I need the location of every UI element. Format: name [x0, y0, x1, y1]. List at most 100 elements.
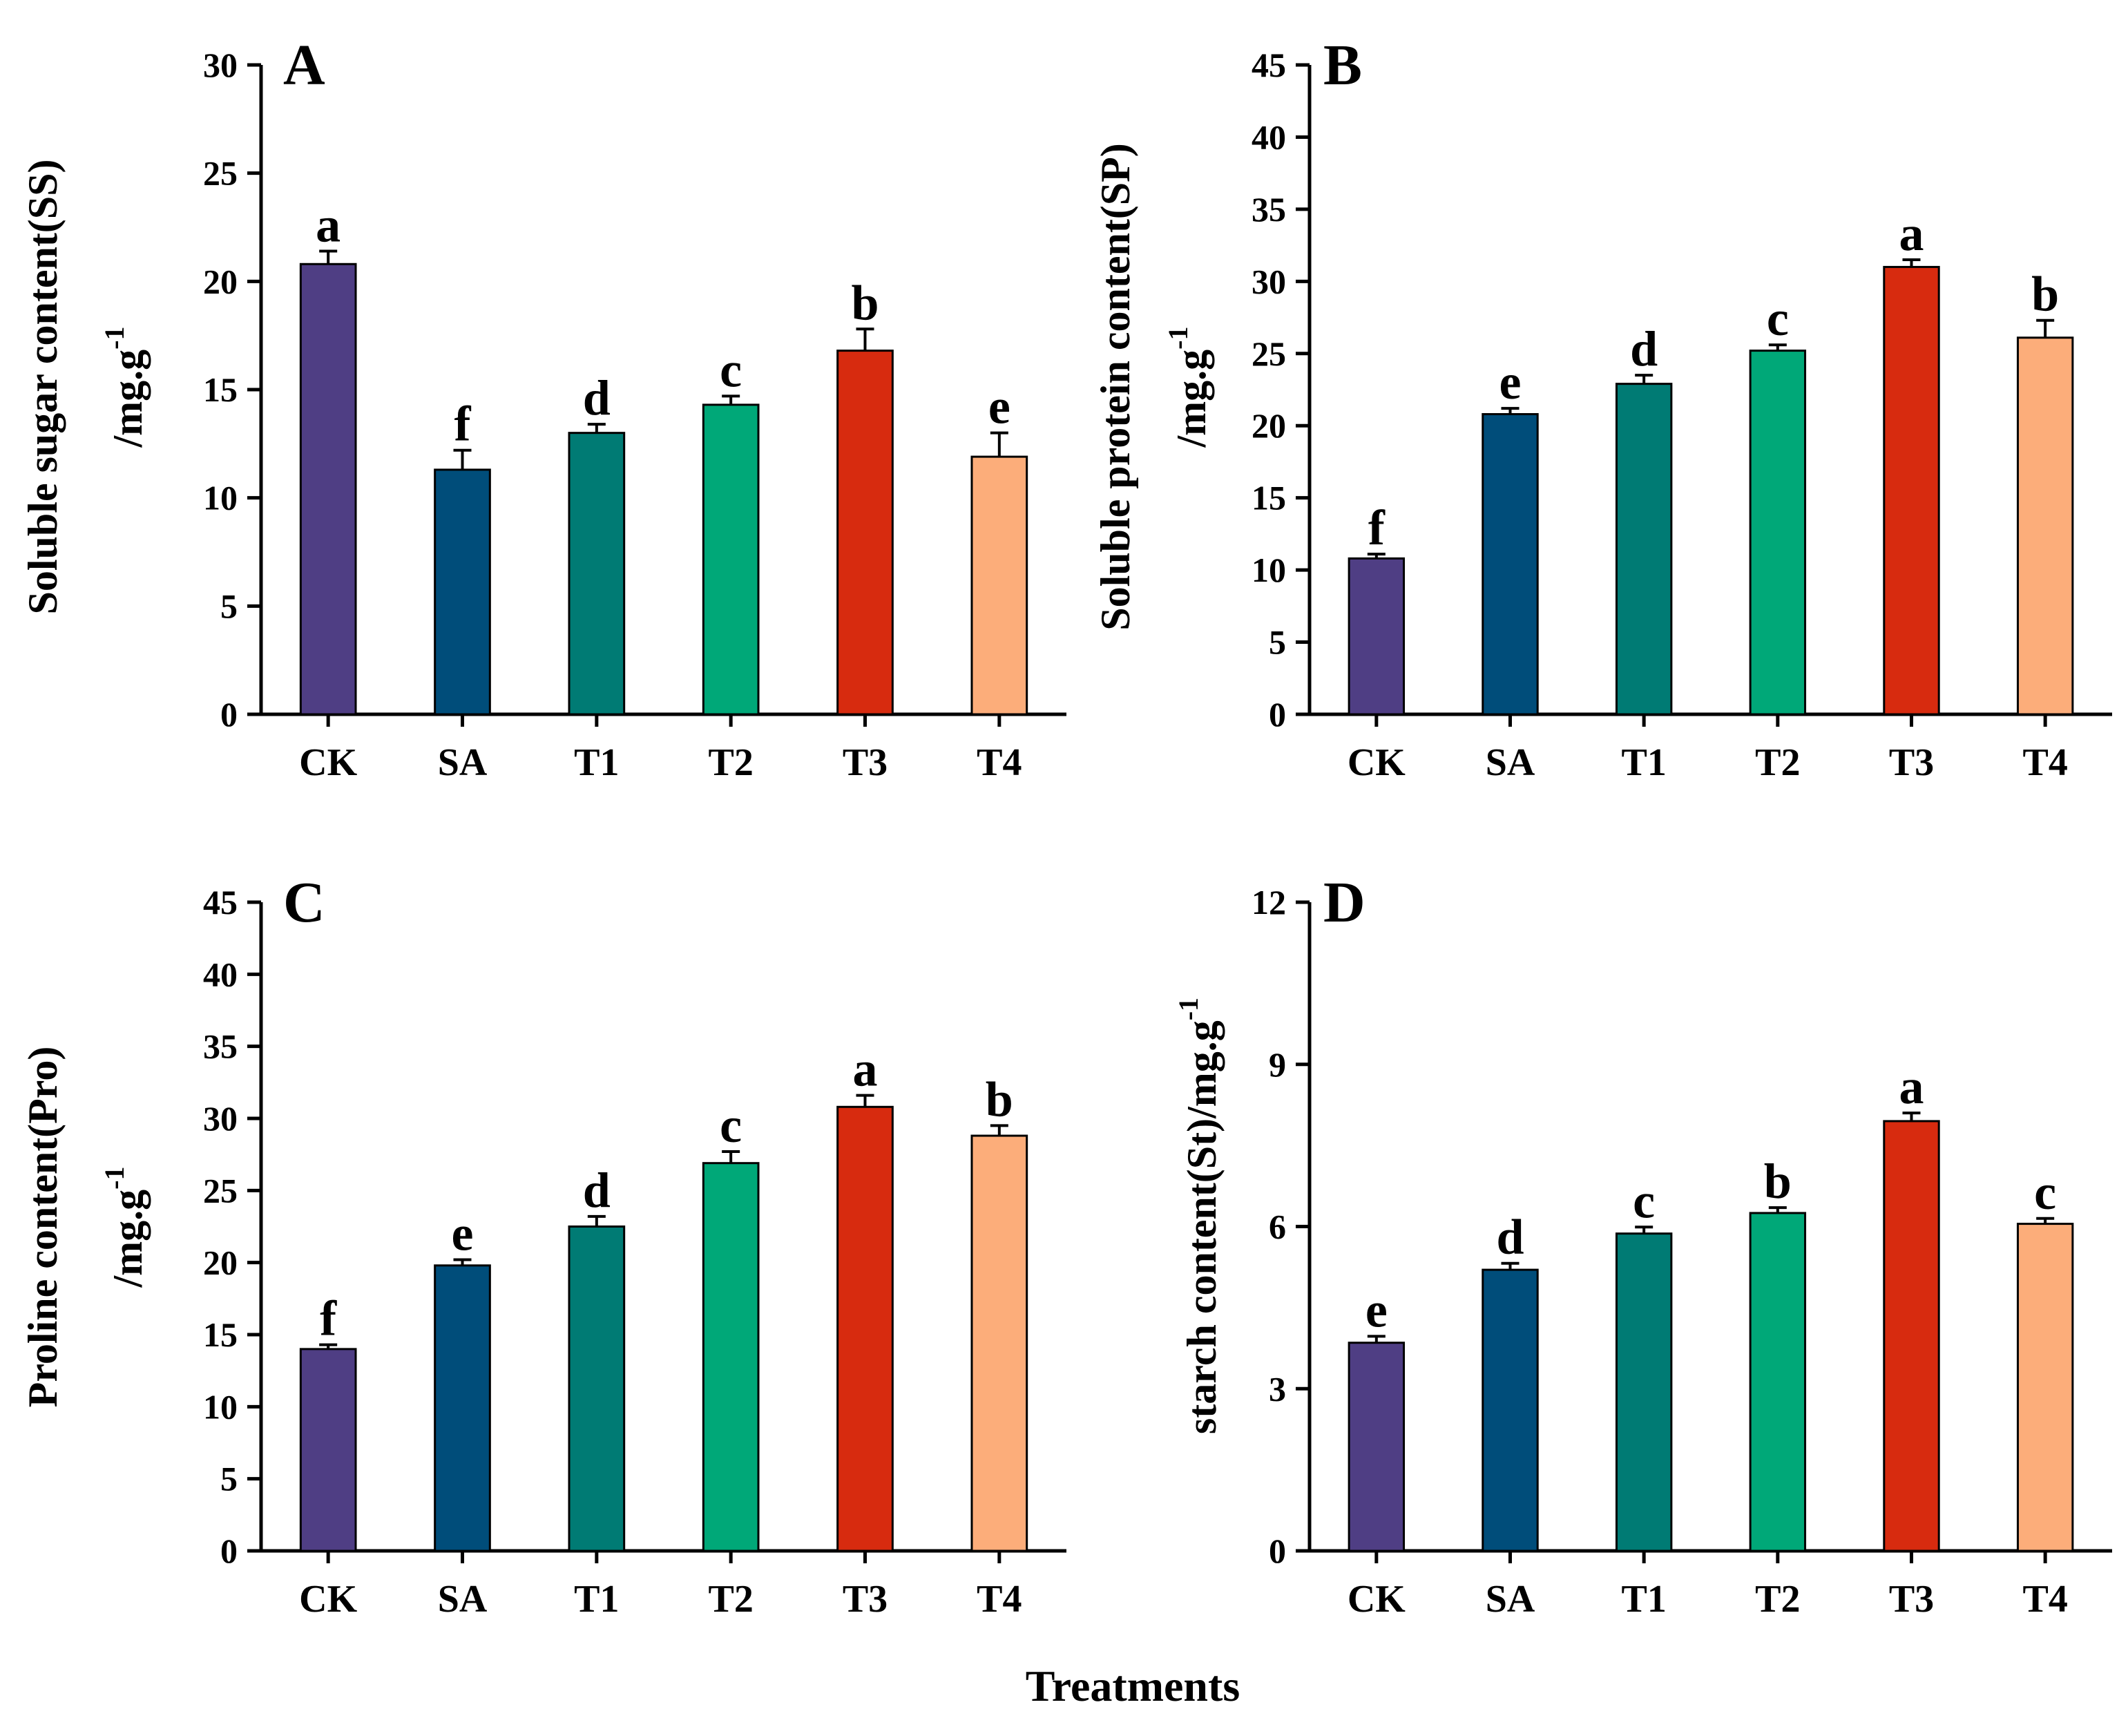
significance-label: c — [2034, 1165, 2056, 1220]
significance-label: c — [1633, 1173, 1655, 1228]
significance-label: a — [853, 1042, 878, 1097]
bar-a-sa — [434, 468, 491, 716]
y-axis-label-text: Soluble sugar content(SS) — [20, 159, 66, 614]
x-tick-label: SA — [1486, 741, 1535, 784]
bar-a-t2 — [702, 403, 760, 716]
y-tick-label: 12 — [1252, 883, 1286, 922]
x-tick-label: T1 — [1621, 1578, 1666, 1621]
y-tick-label: 35 — [1252, 190, 1286, 229]
bar-a-t3 — [836, 350, 894, 716]
y-axis-label: starch content(St)/mg.g-1 — [1173, 998, 1225, 1434]
x-axis-title: Treatments — [1026, 1661, 1240, 1710]
significance-label: b — [1764, 1154, 1792, 1209]
y-tick-label: 6 — [1269, 1208, 1286, 1246]
y-tick-label: 9 — [1269, 1045, 1286, 1084]
y-tick-label: 10 — [203, 479, 238, 517]
y-tick-label: 15 — [203, 1315, 238, 1354]
y-axis-label-text: starch content(St)/mg.g — [1179, 1020, 1225, 1434]
x-tick-label: CK — [1348, 741, 1406, 784]
y-axis-unit-label: /mg.g-1 — [99, 1167, 151, 1288]
panel-letter: B — [1323, 33, 1362, 97]
x-tick-label: T2 — [708, 741, 753, 784]
y-tick-label: 25 — [203, 154, 238, 193]
bar-b-t2 — [1749, 350, 1807, 716]
y-tick-label: 30 — [203, 1099, 238, 1138]
significance-label: d — [583, 1163, 611, 1218]
y-axis-unit-text: /mg.g — [1169, 350, 1214, 448]
bar-b-t3 — [1883, 265, 1940, 716]
x-tick-label: T1 — [574, 741, 619, 784]
bar-d-t3 — [1883, 1120, 1940, 1552]
significance-label: f — [1368, 500, 1386, 555]
x-tick-label: T3 — [843, 741, 888, 784]
significance-label: b — [2031, 267, 2059, 322]
x-tick-label: T4 — [2022, 741, 2067, 784]
y-tick-label: 3 — [1269, 1369, 1286, 1408]
y-tick-label: 15 — [1252, 479, 1286, 517]
y-tick-label: 0 — [220, 1532, 238, 1570]
y-tick-label: 20 — [1252, 406, 1286, 445]
panel-a: 0 5 10 15 20 25 30 a CK f SA d T1 c T2 b T3 e T4 A Soluble s… — [20, 33, 1066, 784]
x-tick-label: CK — [299, 1578, 357, 1621]
y-axis-label: Soluble sugar content(SS) — [20, 159, 66, 614]
bar-a-t1 — [568, 432, 626, 716]
bar-d-sa — [1482, 1268, 1539, 1552]
bar-c-t1 — [568, 1225, 626, 1552]
y-axis-label-superscript: -1 — [99, 327, 130, 350]
y-tick-label: 30 — [203, 46, 238, 84]
bar-a-t4 — [970, 455, 1028, 716]
x-tick-label: T4 — [2022, 1578, 2067, 1621]
significance-label: f — [320, 1291, 337, 1346]
significance-label: e — [1365, 1282, 1388, 1337]
y-tick-label: 30 — [1252, 262, 1286, 301]
significance-label: c — [720, 1098, 742, 1153]
x-tick-label: T3 — [843, 1578, 888, 1621]
bar-d-t4 — [2016, 1223, 2074, 1552]
significance-label: d — [1630, 321, 1658, 376]
y-tick-label: 0 — [220, 695, 238, 734]
significance-label: b — [851, 275, 879, 330]
x-tick-label: T1 — [574, 1578, 619, 1621]
bar-c-t2 — [702, 1162, 760, 1552]
y-axis-label-superscript: -1 — [1162, 327, 1194, 350]
x-tick-label: SA — [438, 1578, 488, 1621]
significance-label: a — [1899, 1059, 1924, 1114]
y-tick-label: 40 — [1252, 117, 1286, 156]
x-tick-label: T3 — [1889, 741, 1934, 784]
panel-b: 0 5 10 15 20 25 30 35 40 45 f CK e SA d T1 c T2 a T3 b T4 B Sol… — [1093, 33, 2112, 784]
panel-letter: C — [283, 870, 325, 935]
x-tick-label: CK — [299, 741, 357, 784]
x-tick-label: T1 — [1621, 741, 1666, 784]
y-axis-label: Soluble protein content(SP) — [1093, 143, 1138, 631]
y-tick-label: 0 — [1269, 695, 1286, 734]
y-axis-label-text: Soluble protein content(SP) — [1093, 143, 1138, 631]
y-axis-label-text: Proline content(Pro) — [20, 1047, 66, 1408]
bar-a-ck — [299, 263, 357, 716]
bar-c-t4 — [970, 1134, 1028, 1552]
significance-label: f — [454, 397, 472, 452]
x-tick-label: T4 — [977, 741, 1022, 784]
y-tick-label: 20 — [203, 1243, 238, 1282]
panel-c: 0 5 10 15 20 25 30 35 40 45 f CK e SA d T1 c T2 a T3 b T4 C Pro… — [20, 870, 1066, 1621]
significance-label: b — [986, 1071, 1013, 1127]
y-tick-label: 45 — [1252, 46, 1286, 84]
y-tick-label: 5 — [1269, 623, 1286, 662]
significance-label: e — [988, 379, 1010, 435]
x-tick-label: SA — [1486, 1578, 1535, 1621]
x-tick-label: CK — [1348, 1578, 1406, 1621]
significance-label: e — [1499, 354, 1522, 410]
y-tick-label: 15 — [203, 370, 238, 409]
bar-b-t4 — [2016, 336, 2074, 716]
y-axis-label-superscript: -1 — [1173, 998, 1204, 1020]
significance-label: e — [452, 1205, 474, 1261]
x-tick-label: T3 — [1889, 1578, 1934, 1621]
bar-c-sa — [434, 1264, 491, 1552]
bar-d-ck — [1348, 1342, 1406, 1552]
y-tick-label: 45 — [203, 883, 238, 922]
y-tick-label: 20 — [203, 262, 238, 301]
x-tick-label: T2 — [708, 1578, 753, 1621]
significance-label: c — [1767, 291, 1789, 346]
